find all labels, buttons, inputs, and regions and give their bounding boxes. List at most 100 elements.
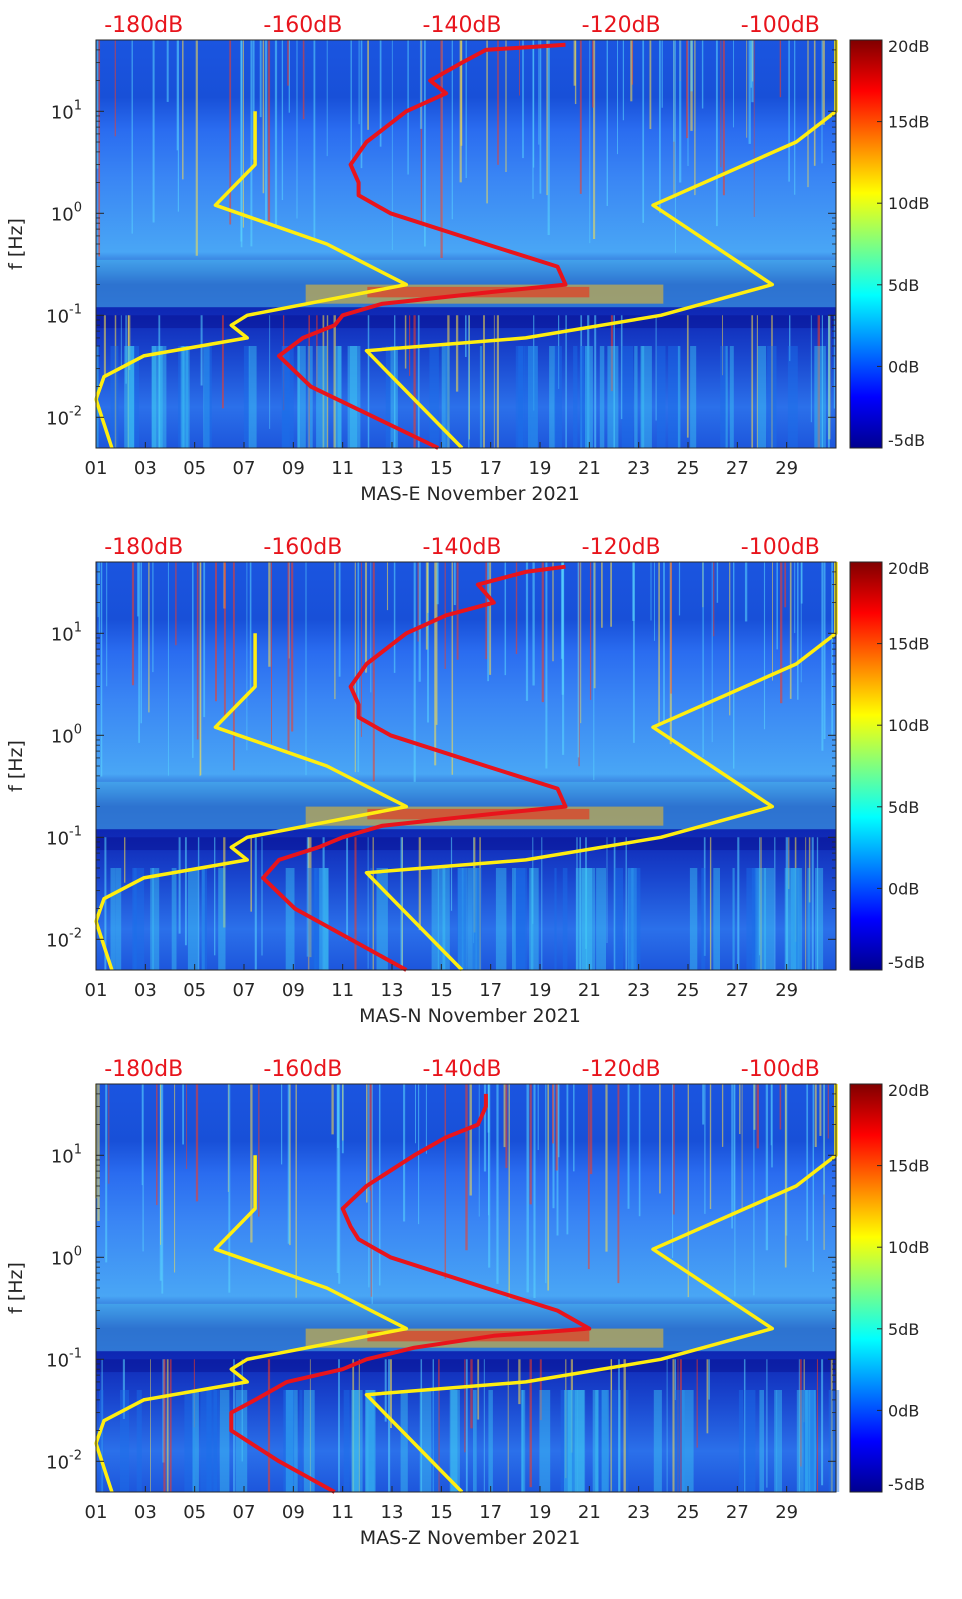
x-tick-label: 15 — [430, 1502, 453, 1523]
colorbar-tick-label: 10dB — [888, 1238, 930, 1257]
y-tick-label: 100 — [51, 722, 82, 747]
colorbar-tick-label: 5dB — [888, 1320, 919, 1339]
y-tick-exponent: 0 — [74, 200, 82, 215]
y-tick-base: 10 — [46, 828, 69, 849]
y-tick-base: 10 — [51, 1146, 74, 1167]
x-tick-label: 21 — [578, 458, 601, 479]
y-tick-label: 101 — [51, 1142, 82, 1167]
y-tick-label: 10-1 — [46, 824, 82, 849]
top-db-label: -100dB — [741, 1057, 820, 1082]
colorbar-tick-label: 20dB — [888, 1081, 930, 1100]
noise-model-high-curve — [364, 562, 838, 972]
top-db-label: -100dB — [741, 13, 820, 38]
colorbar-tick-label: 10dB — [888, 716, 930, 735]
y-tick-label: 10-2 — [46, 404, 82, 429]
x-tick-label: 15 — [430, 458, 453, 479]
x-tick-label: 07 — [233, 980, 256, 1001]
x-tick-label: 21 — [578, 1502, 601, 1523]
y-tick-label: 10-1 — [46, 1346, 82, 1371]
x-tick-label: 09 — [282, 458, 305, 479]
x-tick-label: 29 — [775, 1502, 798, 1523]
x-tick-label: 19 — [529, 1502, 552, 1523]
x-tick-label: 27 — [726, 980, 749, 1001]
x-tick-label: 09 — [282, 1502, 305, 1523]
colorbar-tick-label: 20dB — [888, 37, 930, 56]
x-tick-label: 11 — [331, 980, 354, 1001]
colorbar-tick-label: 10dB — [888, 194, 930, 213]
x-tick-label: 17 — [479, 980, 502, 1001]
x-tick-label: 23 — [627, 1502, 650, 1523]
top-db-label: -140dB — [423, 1057, 502, 1082]
x-tick-label: 23 — [627, 458, 650, 479]
x-tick-label: 11 — [331, 1502, 354, 1523]
colorbar-tick-label: 5dB — [888, 798, 919, 817]
y-tick-exponent: 1 — [74, 1142, 82, 1157]
y-tick-exponent: -2 — [69, 1448, 82, 1463]
colorbar-tick-label: 0dB — [888, 1401, 919, 1420]
noise-model-low-curve — [94, 111, 409, 449]
colorbar-tick-label: 20dB — [888, 559, 930, 578]
colorbar-tick-label: 0dB — [888, 879, 919, 898]
panel-mas-z: 01 03 05 07 09 11 13 15 17 19 21 23 25 27 2910-210-110… — [5, 1057, 930, 1549]
x-tick-label: 25 — [677, 1502, 700, 1523]
y-tick-exponent: 0 — [74, 1244, 82, 1259]
colorbar-tick-label: 5dB — [888, 276, 919, 295]
transient-streaks — [95, 1084, 840, 1492]
x-tick-label: 01 — [85, 458, 108, 479]
y-tick-exponent: 0 — [74, 722, 82, 737]
colorbar-tick-label: 15dB — [888, 113, 930, 132]
y-tick-exponent: -1 — [69, 824, 82, 839]
x-tick-label: 11 — [331, 458, 354, 479]
colorbar-tick-label: 15dB — [888, 635, 930, 654]
psd-curve — [229, 1093, 592, 1494]
x-tick-label: 15 — [430, 980, 453, 1001]
y-tick-label: 101 — [51, 98, 82, 123]
colorbar-tick-label: 15dB — [888, 1157, 930, 1176]
y-tick-base: 10 — [46, 1452, 69, 1473]
y-tick-exponent: -2 — [69, 926, 82, 941]
x-tick-label: 03 — [134, 1502, 157, 1523]
x-tick-label: 23 — [627, 980, 650, 1001]
x-tick-label: 13 — [381, 980, 404, 1001]
top-db-label: -120dB — [582, 13, 661, 38]
x-tick-label: 09 — [282, 980, 305, 1001]
x-tick-label: 05 — [183, 458, 206, 479]
colorbar — [849, 1083, 883, 1493]
panel-mas-n: 01 03 05 07 09 11 13 15 17 19 21 23 25 27 2910-210-110… — [5, 535, 930, 1027]
y-tick-exponent: -1 — [69, 302, 82, 317]
x-tick-label: 13 — [381, 458, 404, 479]
x-tick-label: 03 — [134, 980, 157, 1001]
top-db-label: -160dB — [263, 1057, 342, 1082]
top-db-label: -180dB — [104, 1057, 183, 1082]
y-tick-label: 10-2 — [46, 926, 82, 951]
x-tick-label: 03 — [134, 458, 157, 479]
noise-model-high-curve — [364, 1084, 838, 1494]
x-tick-label: 01 — [85, 1502, 108, 1523]
x-axis-label: MAS-Z November 2021 — [360, 1527, 581, 1549]
x-tick-label: 25 — [677, 458, 700, 479]
transient-streaks — [96, 40, 835, 448]
psd-curve — [277, 42, 568, 450]
y-tick-exponent: 1 — [74, 98, 82, 113]
colorbar — [849, 39, 883, 449]
x-tick-label: 29 — [775, 980, 798, 1001]
colorbar-tick-label: 0dB — [888, 357, 919, 376]
noise-model-low-curve — [94, 1155, 409, 1493]
y-tick-label: 100 — [51, 1244, 82, 1269]
top-db-label: -120dB — [582, 1057, 661, 1082]
x-axis-label: MAS-E November 2021 — [360, 483, 580, 505]
y-tick-base: 10 — [51, 624, 74, 645]
panel-mas-e: 01 03 05 07 09 11 13 15 17 19 21 23 25 27 2910-210-110… — [5, 13, 930, 505]
top-db-label: -160dB — [263, 535, 342, 560]
y-tick-base: 10 — [46, 930, 69, 951]
top-db-label: -120dB — [582, 535, 661, 560]
y-tick-exponent: -2 — [69, 404, 82, 419]
x-tick-label: 29 — [775, 458, 798, 479]
x-tick-label: 25 — [677, 980, 700, 1001]
y-tick-base: 10 — [51, 1248, 74, 1269]
x-axis-label: MAS-N November 2021 — [359, 1005, 581, 1027]
y-tick-exponent: -1 — [69, 1346, 82, 1361]
y-tick-base: 10 — [51, 204, 74, 225]
x-tick-label: 19 — [529, 458, 552, 479]
x-tick-label: 01 — [85, 980, 108, 1001]
